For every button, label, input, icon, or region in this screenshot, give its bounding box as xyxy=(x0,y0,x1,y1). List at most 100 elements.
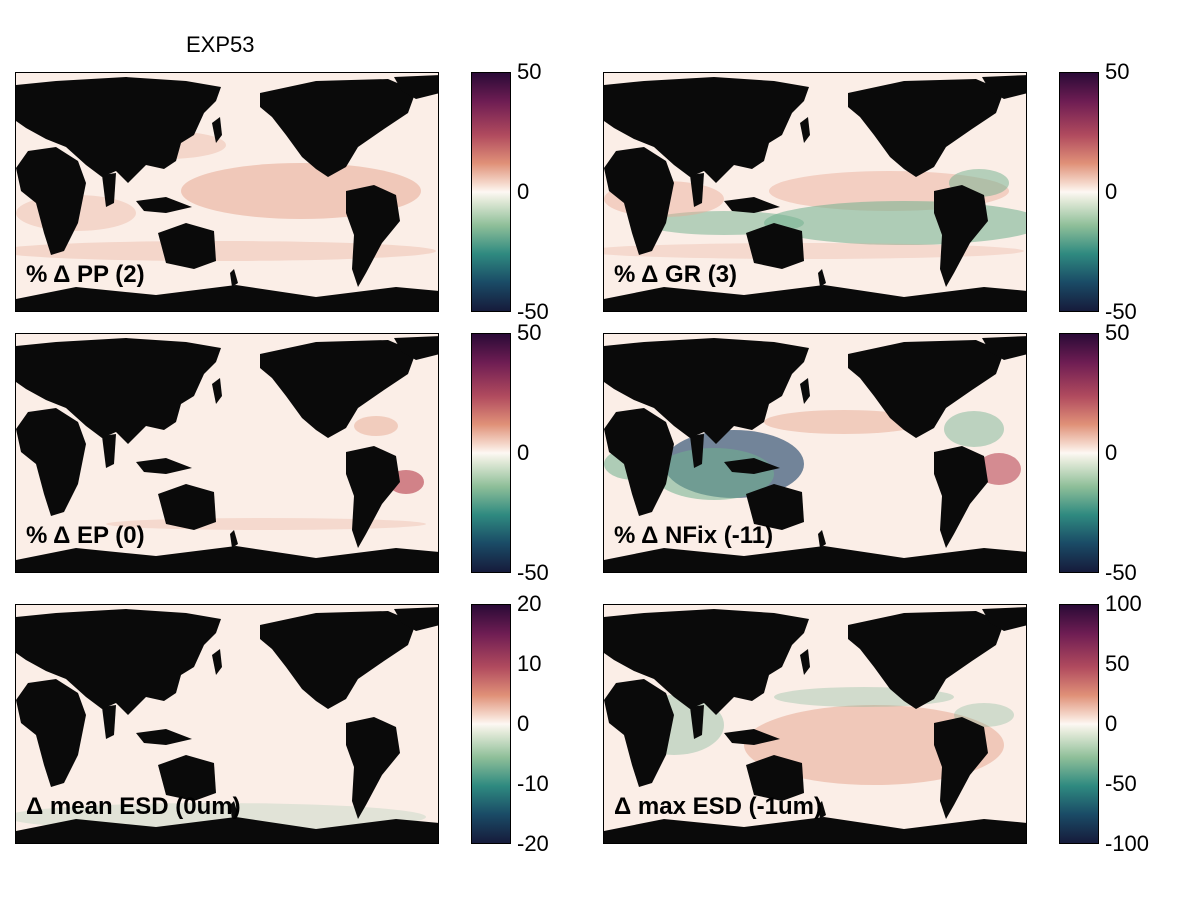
colorbar xyxy=(471,72,511,312)
map-panel: % Δ NFix (-11) xyxy=(603,333,1027,573)
land-mass xyxy=(746,755,804,801)
land-mass xyxy=(690,705,704,739)
land-mass xyxy=(818,530,826,548)
land-mass xyxy=(604,408,674,516)
colorbar-tick-label: 0 xyxy=(1105,440,1118,465)
panel-label: % Δ PP (2) xyxy=(26,261,145,288)
land-mass xyxy=(934,185,988,287)
land-mass xyxy=(102,173,116,207)
map-panel: % Δ EP (0) xyxy=(15,333,439,573)
map-panel: Δ max ESD (-1um) xyxy=(603,604,1027,844)
land-mass xyxy=(16,546,438,572)
land-mass xyxy=(746,484,804,530)
land-mass xyxy=(982,607,1026,631)
land-mass xyxy=(604,285,1026,311)
land-mass xyxy=(260,79,416,177)
land-mass xyxy=(346,446,400,548)
colorbar xyxy=(1059,333,1099,573)
colorbar xyxy=(1059,72,1099,312)
land-mass xyxy=(848,611,1004,709)
land-mass xyxy=(16,679,86,787)
heatmap-map xyxy=(16,334,438,572)
land-mass xyxy=(982,336,1026,360)
anomaly-region xyxy=(354,416,398,436)
land-mass xyxy=(136,729,192,745)
land-mass xyxy=(934,446,988,548)
colorbar-tick-label: 0 xyxy=(517,440,530,465)
land-mass xyxy=(212,649,222,675)
map-panel: % Δ GR (3) xyxy=(603,72,1027,312)
colorbar-tick-label: 50 xyxy=(1105,651,1130,676)
colorbar-tick-label: -20 xyxy=(517,831,549,856)
colorbar-tick-label: 0 xyxy=(517,711,530,736)
colorbar-tick-label: -50 xyxy=(517,299,549,324)
land-mass xyxy=(934,717,988,819)
land-mass xyxy=(136,458,192,474)
colorbar-tick-label: 0 xyxy=(1105,711,1118,736)
land-mass xyxy=(604,77,809,183)
panel-label: % Δ NFix (-11) xyxy=(614,522,774,549)
colorbar-tick-label: 10 xyxy=(517,651,542,676)
land-mass xyxy=(158,223,216,269)
land-mass xyxy=(604,147,674,255)
land-mass xyxy=(800,378,810,404)
land-mass xyxy=(212,378,222,404)
land-mass xyxy=(848,79,1004,177)
land-mass xyxy=(16,77,221,183)
colorbar xyxy=(1059,604,1099,844)
colorbar xyxy=(471,604,511,844)
colorbar-tick-label: 50 xyxy=(517,59,542,84)
colorbar-tick-label: -50 xyxy=(517,560,549,585)
land-mass xyxy=(724,458,780,474)
heatmap-map xyxy=(604,73,1026,311)
land-mass xyxy=(16,817,438,843)
anomaly-region xyxy=(944,411,1004,447)
colorbar xyxy=(471,333,511,573)
land-mass xyxy=(230,530,238,548)
map-panel: % Δ PP (2) xyxy=(15,72,439,312)
colorbar-tick-label: -100 xyxy=(1105,831,1150,856)
colorbar-tick-label: 0 xyxy=(517,179,530,204)
land-mass xyxy=(604,609,809,715)
colorbar-tick-label: -50 xyxy=(1105,771,1137,796)
heatmap-map xyxy=(16,605,438,843)
land-mass xyxy=(260,611,416,709)
colorbar-tick-label: -50 xyxy=(1105,299,1137,324)
land-mass xyxy=(746,223,804,269)
land-mass xyxy=(158,755,216,801)
heatmap-map xyxy=(604,605,1026,843)
land-mass xyxy=(394,607,438,631)
land-mass xyxy=(16,285,438,311)
land-mass xyxy=(604,817,1026,843)
land-mass xyxy=(230,269,238,287)
land-mass xyxy=(818,801,826,819)
land-mass xyxy=(848,340,1004,438)
anomaly-region xyxy=(604,243,1024,259)
land-mass xyxy=(16,338,221,444)
colorbar-tick-label: 20 xyxy=(517,591,542,616)
land-mass xyxy=(818,269,826,287)
land-mass xyxy=(16,147,86,255)
land-mass xyxy=(346,717,400,819)
land-mass xyxy=(604,679,674,787)
land-mass xyxy=(604,338,809,444)
land-mass xyxy=(158,484,216,530)
colorbar-tick-label: -10 xyxy=(517,771,549,796)
land-mass xyxy=(724,729,780,745)
land-mass xyxy=(690,434,704,468)
anomaly-region xyxy=(106,518,426,530)
land-mass xyxy=(982,75,1026,99)
land-mass xyxy=(690,173,704,207)
land-mass xyxy=(136,197,192,213)
colorbar-tick-label: 50 xyxy=(517,320,542,345)
land-mass xyxy=(394,75,438,99)
land-mass xyxy=(212,117,222,143)
land-mass xyxy=(16,408,86,516)
anomaly-region xyxy=(16,241,436,261)
panel-label: % Δ EP (0) xyxy=(26,522,145,549)
colorbar-tick-label: 50 xyxy=(1105,59,1130,84)
land-mass xyxy=(260,340,416,438)
anomaly-region xyxy=(764,410,924,434)
land-mass xyxy=(102,705,116,739)
land-mass xyxy=(724,197,780,213)
